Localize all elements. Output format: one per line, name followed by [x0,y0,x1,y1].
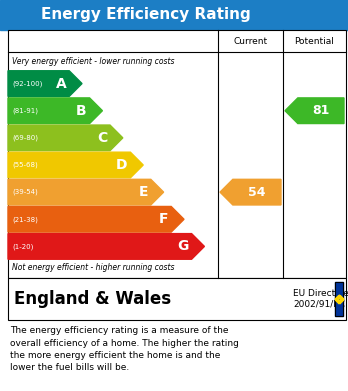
Text: D: D [116,158,127,172]
Text: C: C [97,131,107,145]
Bar [8,278,346,320]
Text: (55-68): (55-68) [12,162,38,168]
Bar [335,282,343,316]
Text: (92-100): (92-100) [12,80,42,87]
Text: (69-80): (69-80) [12,135,38,141]
Text: 54: 54 [248,186,266,199]
Text: (21-38): (21-38) [12,216,38,222]
Text: EU Directive
2002/91/EC: EU Directive 2002/91/EC [293,289,348,309]
Polygon shape [8,125,123,151]
Bar [335,282,343,316]
Polygon shape [220,179,281,205]
Polygon shape [8,206,184,232]
Text: (81-91): (81-91) [12,108,38,114]
Text: Energy Efficiency Rating: Energy Efficiency Rating [41,7,251,23]
Text: (39-54): (39-54) [12,189,38,196]
Text: England & Wales: England & Wales [14,290,171,308]
Text: The energy efficiency rating is a measure of the
overall efficiency of a home. T: The energy efficiency rating is a measur… [10,326,239,373]
Text: Potential: Potential [294,36,334,45]
Text: E: E [138,185,148,199]
Polygon shape [8,179,164,205]
Text: Current: Current [234,36,268,45]
Polygon shape [8,71,82,97]
Text: 81: 81 [312,104,330,117]
Text: F: F [159,212,168,226]
Text: (1-20): (1-20) [12,243,33,250]
Text: Not energy efficient - higher running costs: Not energy efficient - higher running co… [12,264,174,273]
Bar [8,30,346,278]
Polygon shape [8,152,143,178]
Text: B: B [76,104,87,118]
Polygon shape [8,233,204,259]
Text: G: G [177,239,189,253]
Text: A: A [55,77,66,91]
Polygon shape [8,98,102,124]
Polygon shape [285,98,344,124]
Bar [0,0,348,30]
Text: Very energy efficient - lower running costs: Very energy efficient - lower running co… [12,57,174,66]
